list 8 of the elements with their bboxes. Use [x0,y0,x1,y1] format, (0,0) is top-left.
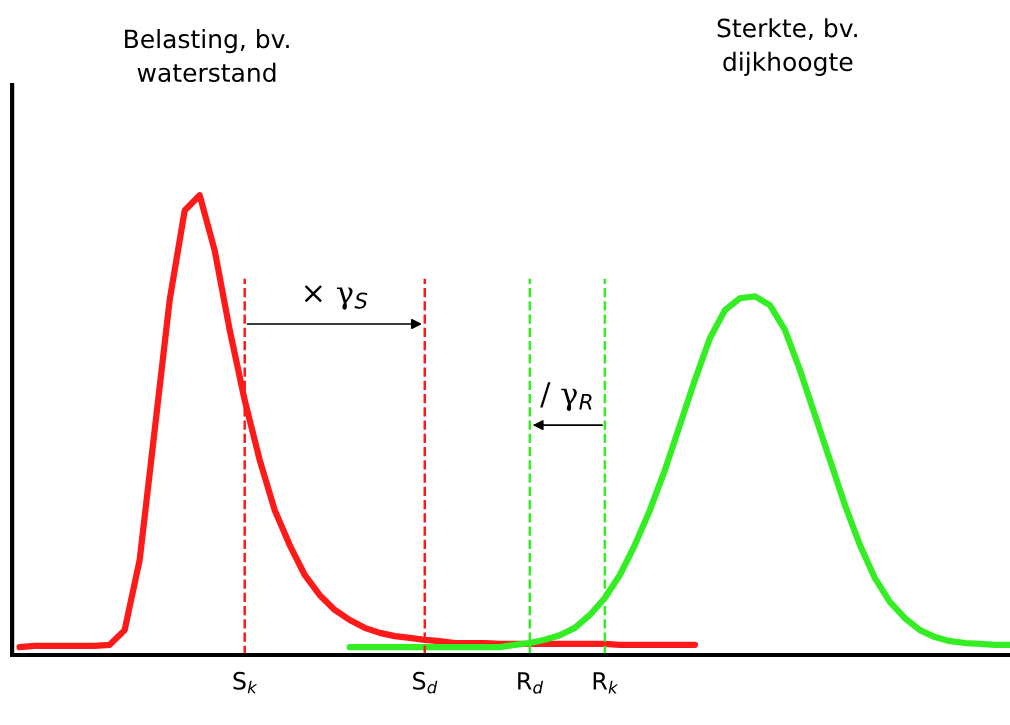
x-tick-label: R$_{k}$ [593,672,619,694]
x-tick-label: S$_{d}$ [413,671,438,694]
x-tick-label: S$_{k}$ [233,671,258,694]
text: Sterkte, bv. dijkhoogte [717,18,857,77]
annotation: / γ$_{R}$ [540,382,592,411]
text: Belasting, bv. waterstand [125,29,289,83]
annotation: × γ$_{S}$ [304,285,368,310]
x-tick-label: R$_{d}$ [518,672,544,694]
